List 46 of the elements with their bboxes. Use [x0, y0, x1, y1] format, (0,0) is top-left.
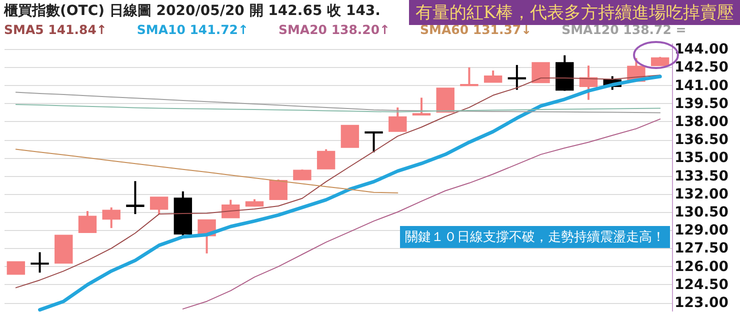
y-tick-label: 141.00 — [674, 78, 729, 94]
candlestick — [316, 148, 336, 170]
candlestick — [388, 106, 407, 132]
line-series — [182, 118, 661, 310]
candlestick — [102, 206, 120, 230]
text: SMA5 141.84↑ — [4, 22, 107, 37]
candlestick — [269, 178, 288, 200]
y-tick-label: 136.50 — [674, 132, 729, 148]
y-tick-label: 135.00 — [674, 150, 729, 166]
candlestick — [6, 261, 26, 275]
y-tick-label: 142.50 — [674, 60, 729, 76]
candlestick — [150, 196, 168, 216]
candlestick — [293, 168, 312, 181]
chart-title: 櫃買指數(OTC) 日線圖 2020/05/20 開 142.65 收 143. — [4, 2, 380, 20]
candlestick — [126, 180, 144, 216]
y-tick-label: 127.50 — [674, 240, 729, 257]
line-series — [15, 92, 661, 114]
text: SMA60 131.37↓ — [420, 22, 532, 37]
y-tick-label: 130.50 — [674, 204, 729, 221]
candlestick — [30, 251, 49, 274]
candlestick — [508, 64, 526, 91]
candlestick — [412, 96, 431, 116]
y-tick-label: 139.50 — [674, 96, 729, 112]
text: SMA120 138.72 = — [562, 22, 686, 37]
candlestick — [78, 210, 97, 234]
y-tick-label: 129.00 — [674, 222, 729, 239]
candlestick — [484, 70, 502, 83]
y-tick-label: 144.00 — [674, 42, 729, 58]
text: 有量的紅K棒，代表多方持續進場吃掉賣壓 — [409, 0, 740, 25]
y-tick-label: 138.00 — [674, 114, 729, 130]
candlestick — [460, 66, 478, 86]
y-tick-label: 132.00 — [674, 186, 729, 202]
candlestick — [436, 88, 454, 113]
annotation: 關鍵１０日線支撐不破，走勢持續震盪走高！ — [400, 226, 670, 248]
text: SMA20 138.20↑ — [278, 22, 390, 37]
candlestick — [340, 124, 360, 148]
text: SMA10 141.72↑ — [136, 22, 248, 37]
candlestick — [364, 130, 383, 154]
line-series — [15, 104, 661, 112]
y-tick-label: 123.00 — [674, 295, 729, 312]
candlestick — [222, 198, 240, 218]
y-tick-label: 133.50 — [674, 168, 729, 184]
y-tick-label: 126.00 — [674, 258, 729, 275]
candlestick — [532, 62, 550, 84]
y-tick-label: 124.50 — [674, 276, 729, 293]
line-series — [15, 148, 398, 194]
